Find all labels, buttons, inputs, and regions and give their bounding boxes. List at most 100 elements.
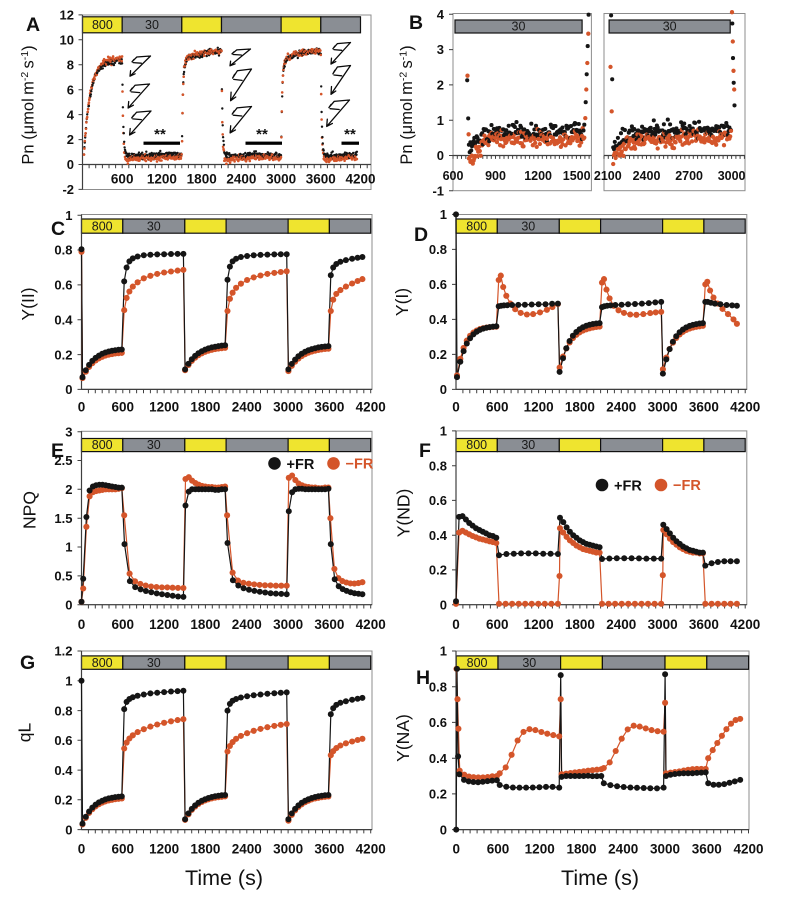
- svg-text:2700: 2700: [675, 169, 703, 183]
- svg-text:2400: 2400: [226, 171, 256, 186]
- svg-text:**: **: [154, 126, 166, 143]
- svg-text:F: F: [419, 440, 431, 462]
- svg-text:30: 30: [145, 18, 159, 32]
- svg-text:0.4: 0.4: [429, 312, 448, 327]
- svg-text:3600: 3600: [306, 171, 336, 186]
- svg-text:0.6: 0.6: [54, 733, 72, 748]
- svg-text:600: 600: [111, 171, 134, 186]
- svg-text:0: 0: [78, 617, 86, 632]
- svg-text:4200: 4200: [356, 617, 386, 632]
- svg-text:H: H: [416, 667, 430, 689]
- svg-text:1800: 1800: [187, 171, 217, 186]
- svg-text:0: 0: [65, 597, 72, 612]
- svg-text:6: 6: [67, 82, 74, 97]
- svg-text:1.5: 1.5: [54, 511, 72, 526]
- svg-text:800: 800: [466, 219, 487, 233]
- svg-text:0: 0: [452, 842, 460, 857]
- svg-text:1800: 1800: [190, 399, 220, 414]
- svg-text:−FR: −FR: [346, 457, 374, 473]
- svg-text:A: A: [26, 14, 40, 36]
- svg-text:0: 0: [65, 822, 72, 837]
- svg-text:3600: 3600: [314, 399, 344, 414]
- svg-text:4200: 4200: [733, 842, 763, 857]
- svg-text:600: 600: [443, 169, 464, 183]
- svg-text:3000: 3000: [273, 617, 303, 632]
- svg-text:3600: 3600: [692, 842, 722, 857]
- svg-text:0.6: 0.6: [429, 493, 447, 508]
- svg-text:4: 4: [437, 7, 445, 22]
- svg-text:800: 800: [92, 656, 113, 670]
- svg-text:600: 600: [112, 617, 135, 632]
- svg-text:**: **: [344, 126, 356, 143]
- svg-text:3: 3: [437, 42, 444, 57]
- svg-text:1200: 1200: [524, 399, 554, 414]
- svg-text:0.8: 0.8: [54, 703, 72, 718]
- svg-text:2: 2: [65, 482, 72, 497]
- svg-text:0: 0: [452, 617, 460, 632]
- svg-text:3000: 3000: [718, 169, 746, 183]
- svg-text:30: 30: [521, 438, 535, 452]
- svg-text:0.4: 0.4: [54, 763, 73, 778]
- svg-text:3000: 3000: [273, 842, 303, 857]
- svg-text:0.4: 0.4: [54, 312, 73, 327]
- svg-text:4200: 4200: [730, 617, 760, 632]
- svg-text:Pn (μmol m-2 s-1): Pn (μmol m-2 s-1): [398, 45, 417, 164]
- svg-text:3600: 3600: [314, 842, 344, 857]
- svg-text:3000: 3000: [650, 842, 680, 857]
- svg-text:0: 0: [78, 842, 86, 857]
- svg-text:0: 0: [65, 382, 72, 397]
- svg-text:0: 0: [440, 382, 447, 397]
- svg-text:3000: 3000: [266, 171, 296, 186]
- svg-text:0.4: 0.4: [429, 528, 448, 543]
- svg-text:30: 30: [147, 438, 161, 452]
- svg-text:0: 0: [440, 597, 447, 612]
- svg-text:-1: -1: [432, 183, 444, 198]
- svg-text:qL: qL: [15, 723, 35, 743]
- svg-text:0.6: 0.6: [54, 278, 72, 293]
- svg-text:Time (s): Time (s): [185, 866, 263, 890]
- svg-text:2400: 2400: [606, 617, 636, 632]
- svg-text:B: B: [409, 12, 423, 34]
- svg-text:900: 900: [485, 169, 506, 183]
- svg-text:1500: 1500: [563, 169, 591, 183]
- svg-text:600: 600: [112, 399, 135, 414]
- svg-text:1800: 1800: [190, 842, 220, 857]
- svg-text:600: 600: [487, 842, 510, 857]
- svg-text:12: 12: [60, 8, 74, 23]
- svg-text:G: G: [20, 652, 35, 674]
- svg-text:Time (s): Time (s): [561, 866, 639, 890]
- svg-text:0.8: 0.8: [54, 243, 72, 258]
- svg-text:3600: 3600: [314, 617, 344, 632]
- svg-text:3000: 3000: [648, 617, 678, 632]
- svg-text:0.8: 0.8: [429, 458, 447, 473]
- svg-text:1200: 1200: [149, 399, 179, 414]
- svg-text:4200: 4200: [730, 399, 760, 414]
- svg-text:0: 0: [452, 399, 460, 414]
- svg-text:800: 800: [467, 656, 488, 670]
- svg-text:30: 30: [522, 656, 536, 670]
- svg-text:2400: 2400: [606, 399, 636, 414]
- svg-text:3000: 3000: [273, 399, 303, 414]
- svg-text:4200: 4200: [345, 171, 375, 186]
- svg-text:0.2: 0.2: [429, 563, 447, 578]
- svg-text:30: 30: [512, 20, 526, 34]
- svg-text:1200: 1200: [149, 617, 179, 632]
- svg-text:1: 1: [65, 540, 72, 555]
- svg-text:0.6: 0.6: [429, 715, 447, 730]
- svg-text:0: 0: [437, 148, 444, 163]
- svg-text:0.2: 0.2: [54, 793, 72, 808]
- svg-text:1: 1: [437, 113, 444, 128]
- svg-text:3600: 3600: [689, 617, 719, 632]
- svg-text:Y(ND): Y(ND): [394, 489, 414, 538]
- svg-text:1: 1: [440, 644, 447, 659]
- svg-text:4: 4: [67, 107, 75, 122]
- svg-text:800: 800: [92, 18, 113, 32]
- svg-text:2: 2: [437, 78, 444, 93]
- svg-text:**: **: [256, 126, 268, 143]
- svg-text:NPQ: NPQ: [20, 491, 40, 529]
- svg-text:0.8: 0.8: [429, 242, 447, 257]
- svg-text:1800: 1800: [565, 617, 595, 632]
- svg-text:2400: 2400: [232, 399, 262, 414]
- svg-text:1200: 1200: [524, 169, 552, 183]
- svg-text:1200: 1200: [525, 842, 555, 857]
